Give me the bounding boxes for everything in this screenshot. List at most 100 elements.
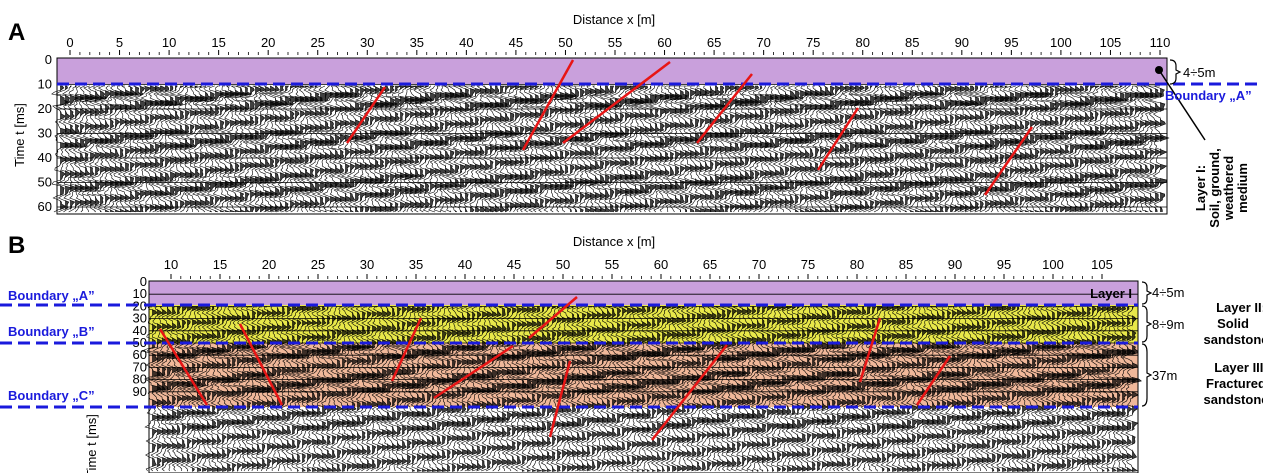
seismic-trace-fill (1095, 86, 1104, 212)
seismic-trace-fill (772, 307, 782, 472)
seismic-trace (1008, 85, 1030, 213)
fault-line (983, 126, 1034, 196)
seismic-trace-fill (200, 86, 209, 212)
seismic-trace (656, 85, 677, 213)
seismic-trace-fill (450, 86, 460, 212)
seismic-trace-fill (65, 86, 74, 212)
seismic-trace-fill (420, 86, 430, 212)
seismic-trace (411, 306, 430, 472)
seismic-trace-fill (987, 307, 997, 472)
seismic-trace (1130, 85, 1149, 213)
seismic-trace-fill (710, 86, 721, 212)
seismic-trace-fill (895, 86, 904, 212)
panel-a-y-ticks: 0 10 20 30 40 50 60 (38, 52, 52, 214)
seismic-trace-fill (152, 307, 161, 472)
seismic-trace-fill (580, 86, 589, 212)
seismic-trace-fill (80, 86, 91, 212)
seismic-trace-fill (890, 86, 900, 212)
seismic-trace-fill (755, 86, 762, 212)
seismic-trace-fill (727, 307, 737, 472)
seismic-trace-fill (1037, 307, 1047, 472)
seismic-trace-fill (530, 86, 539, 212)
seismic-trace-fill (465, 86, 475, 212)
seismic-trace-fill (937, 307, 946, 472)
x-tick-label: 85 (905, 35, 919, 50)
seismic-trace-fill (1102, 307, 1112, 472)
seismic-trace-fill (695, 86, 704, 212)
seismic-trace-fill (1025, 86, 1036, 212)
seismic-trace-fill (185, 86, 195, 212)
seismic-trace (1135, 85, 1154, 213)
panel-a-layer-leader-line (1158, 69, 1206, 141)
fault-line (816, 107, 860, 171)
y-tick-label: 0 (140, 274, 147, 289)
seismic-trace-fill (135, 86, 145, 212)
seismic-trace-fill (620, 86, 629, 212)
seismic-trace (1040, 85, 1058, 213)
x-tick-label: 10 (162, 35, 176, 50)
layer-1-thickness: 4÷5m (1152, 285, 1184, 300)
seismic-trace-fill (1062, 307, 1072, 472)
seismic-trace-fill (607, 307, 617, 472)
seismic-trace-fill (85, 86, 96, 212)
x-tick-label: 80 (855, 35, 869, 50)
seismic-trace-fill (802, 307, 812, 472)
seismic-trace-fill (1150, 86, 1159, 212)
seismic-trace-fill (485, 86, 493, 212)
seismic-trace-fill (962, 307, 971, 472)
seismic-trace-fill (442, 307, 452, 472)
seismic-trace-fill (565, 86, 575, 212)
seismic-trace-fill (400, 86, 409, 212)
layer-1-brace (1141, 281, 1153, 305)
layer-3-label-line-3: sandstone (1203, 392, 1263, 407)
seismic-trace-fill (887, 307, 896, 472)
seismic-trace-fill (757, 307, 767, 472)
seismic-trace-fill (707, 307, 715, 472)
seismic-trace-fill (952, 307, 962, 472)
seismic-trace-fill (315, 86, 325, 212)
seismic-trace-fill (1035, 86, 1045, 212)
seismic-trace (1113, 85, 1135, 213)
seismic-trace-fill (917, 307, 927, 472)
panel-b-x-ticks: 10 15 20 25 30 35 40 45 50 55 60 65 70 75 80 85 90 95 100 1… (164, 257, 1113, 279)
seismic-trace-fill (160, 86, 170, 212)
seismic-trace-fill (397, 307, 408, 472)
seismic-trace (1015, 85, 1037, 213)
x-tick-label: 70 (752, 257, 766, 272)
seismic-trace (1003, 85, 1025, 213)
y-tick-label: 30 (38, 126, 52, 141)
fault-line (858, 317, 882, 383)
seismic-trace-fill (870, 86, 879, 212)
seismic-trace (1020, 85, 1041, 213)
seismic-trace-fill (822, 307, 831, 472)
seismic-trace-fill (477, 307, 487, 472)
seismic-trace-fill (225, 86, 236, 212)
seismic-trace (1027, 85, 1046, 213)
seismic-trace-fill (725, 86, 734, 212)
fault-line (345, 86, 387, 144)
seismic-trace-fill (427, 307, 437, 472)
layer-1-line-3: weathered (1221, 156, 1236, 221)
y-tick-label: 50 (133, 335, 147, 350)
seismic-trace-fill (787, 307, 797, 472)
seismic-trace (1148, 85, 1170, 212)
seismic-trace-fill (782, 307, 791, 472)
panel-b-layer-1-band (149, 281, 1138, 305)
seismic-trace-fill (527, 307, 535, 472)
seismic-trace-fill (642, 307, 652, 472)
seismic-trace-fill (1122, 307, 1132, 472)
seismic-trace (529, 85, 550, 213)
seismic-trace-fill (537, 307, 548, 472)
fault-line (915, 355, 952, 406)
seismic-trace-fill (1042, 307, 1052, 472)
y-tick-label: 30 (133, 311, 147, 326)
seismic-trace-fill (817, 307, 826, 472)
seismic-trace-fill (170, 86, 180, 212)
seismic-trace-fill (205, 86, 213, 212)
seismic-trace-fill (430, 86, 439, 212)
panel-b-letter: B (8, 232, 25, 259)
seismic-trace-fill (517, 307, 526, 472)
seismic-trace-fill (502, 307, 512, 472)
panel-a-y-title: Time t [ms] (12, 103, 27, 167)
seismic-trace (775, 85, 795, 213)
